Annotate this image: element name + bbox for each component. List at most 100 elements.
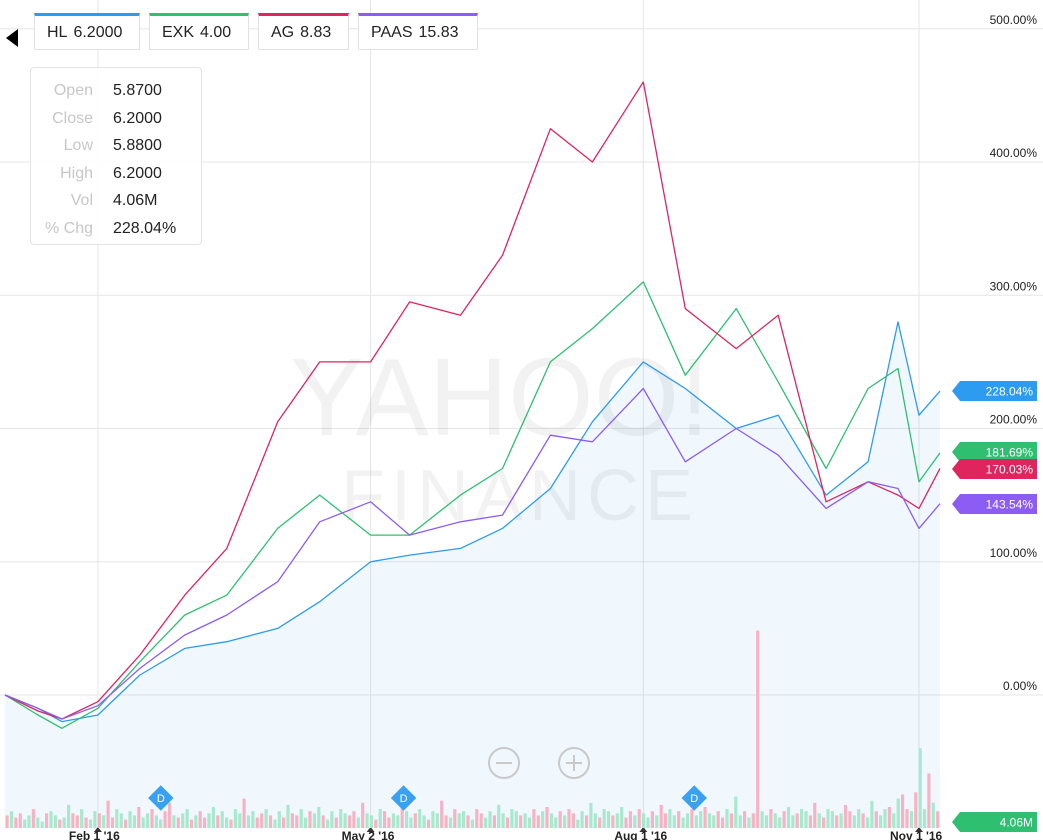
volume-bar [396,815,400,828]
volume-bar [150,809,154,828]
volume-bar [339,809,343,828]
tab-value: 6.2000 [73,24,123,41]
series-line-paas [4,387,941,720]
volume-bar [53,815,57,828]
volume-bar [246,815,251,828]
volume-bar [786,807,791,828]
volume-bar [611,815,615,828]
volume-bar [448,817,453,828]
end-label-hl-bg [952,381,1037,401]
volume-bar [808,815,812,828]
volume-bar [914,792,918,828]
volume-bar [707,813,711,828]
volume-bar [242,798,246,828]
volume-bar [40,821,44,828]
series-line-exk [4,281,941,729]
end-label-exk-bg [952,442,1037,462]
volume-bar [167,802,172,828]
volume-bar [795,813,799,828]
volume-bar [229,819,233,828]
end-label-paas: 143.54% [952,494,1037,514]
dividend-label: D [157,793,165,805]
end-label-ag: 170.03% [952,459,1037,479]
volume-bar [163,811,167,828]
volume-bar [36,817,40,828]
volume-bar [238,813,242,828]
volume-bar [497,804,501,828]
volume-bar [31,809,35,828]
volume-bar [9,811,14,828]
volume-bar [88,819,93,828]
volume-bar [49,811,53,828]
volume-bar [211,807,215,828]
end-label-paas-bg [952,494,1037,514]
volume-bar [260,813,264,828]
volume-bar [27,815,31,828]
volume-bar [146,813,150,828]
dividend-label: D [400,793,408,805]
volume-bar [501,813,505,828]
volume-bar [268,815,273,828]
volume-bar [479,813,483,828]
volume-bar [203,817,207,828]
volume-bar [334,817,338,828]
series-line-hl [4,321,941,723]
volume-bar [383,811,387,828]
volume-bar [347,815,352,828]
volume-bar [23,819,27,828]
tab-ag[interactable]: AG 8.83 [258,13,349,50]
volume-bar [901,794,905,828]
back-arrow-icon[interactable] [6,29,18,47]
dividend-marker: D [148,785,174,811]
tab-symbol: PAAS [371,24,413,41]
volume-bar [128,811,132,828]
volume-bar [541,811,545,828]
volume-bar [822,817,826,828]
volume-bar [743,811,747,828]
volume-bar [488,811,492,828]
volume-bar [207,813,211,828]
volume-bar [14,817,18,828]
volume-bar [365,813,369,828]
volume-bar [453,809,457,828]
volume-bar [835,815,839,828]
tab-exk[interactable]: EXK 4.00 [149,13,249,50]
volume-bar [668,809,672,828]
volume-bar [527,817,532,828]
watermark-line1: YAHOO! [290,336,710,459]
tab-paas[interactable]: PAAS 15.83 [358,13,478,50]
volume-bar [264,809,268,828]
volume-bar [216,815,220,828]
y-tick-label: 300.00% [990,279,1038,293]
volume-bar [589,802,593,828]
volume-bar [554,817,558,828]
volume-bar [532,809,536,828]
volume-bar [747,817,751,828]
volume-bar [304,817,308,828]
volume-bar [475,809,479,828]
volume-bar [800,809,804,828]
volume-bar [852,815,856,828]
volume-bar [505,817,510,828]
volume-bar [918,748,922,828]
zoom-out-icon[interactable] [488,747,520,779]
dividend-diamond [681,785,707,811]
volume-bar [356,817,360,828]
volume-bar [716,811,720,828]
tab-hl[interactable]: HL 6.2000 [34,13,140,50]
volume-bar [45,813,49,828]
volume-bar [185,809,189,828]
change-row: % Chg 228.04% [44,219,177,237]
y-tick-label: 100.00% [990,546,1038,560]
volume-bar [119,813,123,828]
volume-bar [124,819,128,828]
tab-symbol: EXK [162,24,195,41]
volume-bar [106,800,110,828]
volume-bar [312,813,316,828]
volume-bar [71,813,75,828]
volume-bar [606,811,611,828]
zoom-in-icon[interactable] [558,747,590,779]
volume-bar [409,817,413,828]
volume-bar [633,815,637,828]
